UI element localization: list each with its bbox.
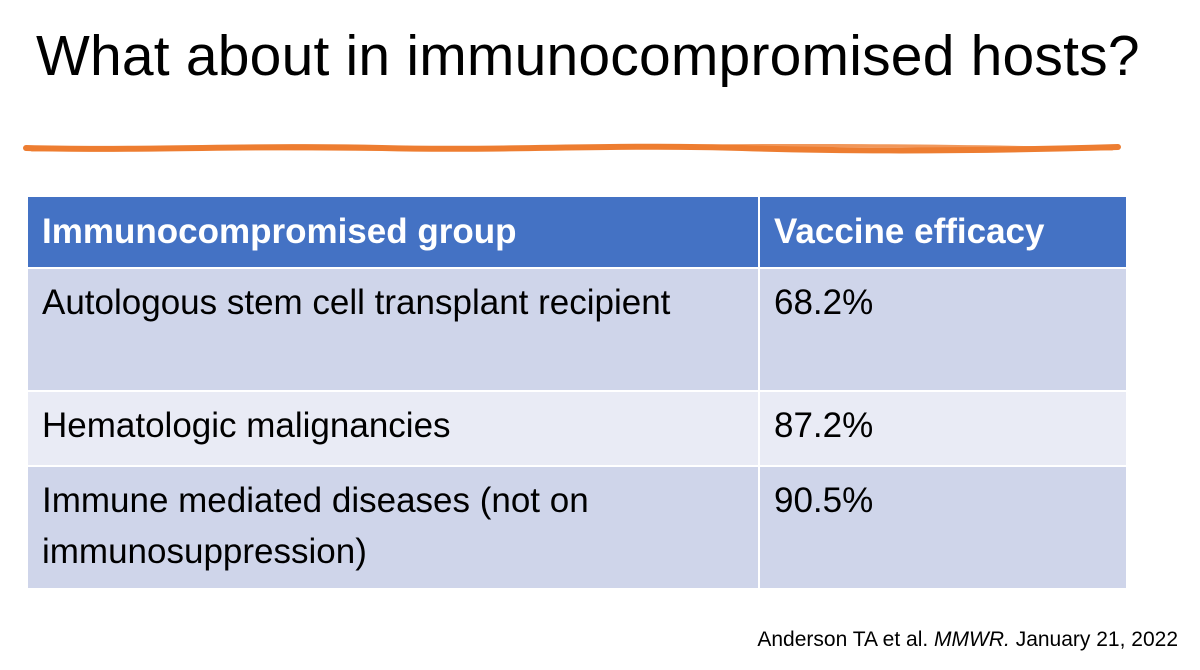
table-header-row: Immunocompromised group Vaccine efficacy (26, 195, 1128, 269)
table-row: Hematologic malignancies 87.2% (26, 390, 1128, 467)
slide-title: What about in immunocompromised hosts? (36, 24, 1140, 88)
cell-group: Immune mediated diseases (not on immunos… (26, 465, 760, 590)
cell-group: Hematologic malignancies (26, 390, 760, 467)
citation-journal: MMWR. (934, 628, 1010, 651)
column-header-efficacy: Vaccine efficacy (758, 195, 1128, 269)
citation-authors: Anderson TA et al. (757, 628, 929, 651)
column-header-group: Immunocompromised group (26, 195, 760, 269)
citation-date: January 21, 2022 (1015, 628, 1178, 651)
table-row: Immune mediated diseases (not on immunos… (26, 465, 1128, 590)
table-row: Autologous stem cell transplant recipien… (26, 267, 1128, 392)
title-divider (23, 143, 1121, 154)
cell-efficacy: 90.5% (758, 465, 1128, 590)
citation: Anderson TA et al. MMWR. January 21, 202… (757, 628, 1178, 652)
cell-efficacy: 68.2% (758, 267, 1128, 392)
cell-group: Autologous stem cell transplant recipien… (26, 267, 760, 392)
efficacy-table: Immunocompromised group Vaccine efficacy… (26, 195, 1128, 590)
cell-efficacy: 87.2% (758, 390, 1128, 467)
